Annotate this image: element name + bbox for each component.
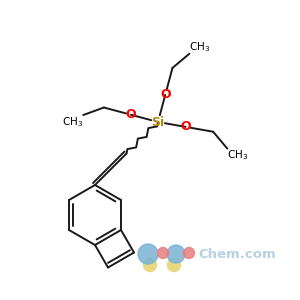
Text: O: O (160, 88, 171, 101)
Text: O: O (180, 120, 191, 134)
Text: O: O (126, 108, 136, 121)
Text: CH$_3$: CH$_3$ (189, 40, 211, 54)
Text: Si: Si (152, 116, 165, 128)
Circle shape (143, 259, 157, 272)
Circle shape (184, 248, 194, 259)
Text: CH$_3$: CH$_3$ (62, 115, 83, 129)
Circle shape (158, 248, 169, 259)
Text: CH$_3$: CH$_3$ (227, 148, 248, 162)
Text: Chem.com: Chem.com (198, 248, 276, 262)
Circle shape (167, 259, 181, 272)
Circle shape (138, 244, 158, 264)
Circle shape (167, 245, 185, 263)
